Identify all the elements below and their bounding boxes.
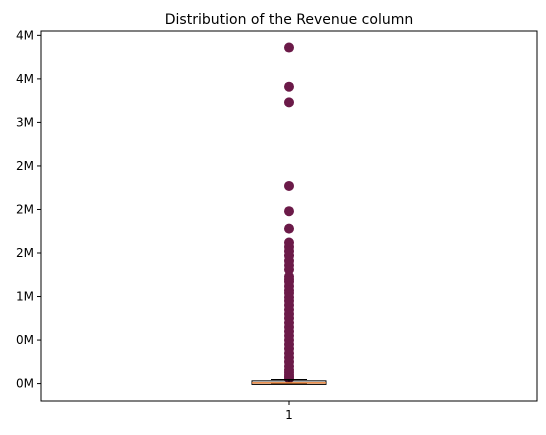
plot-frame (40, 30, 538, 402)
y-tick-label: 3M (16, 115, 34, 129)
outlier-point (284, 81, 294, 92)
outlier-point (284, 264, 294, 275)
y-tick-label: 2M (16, 246, 34, 260)
outlier-point (284, 97, 294, 108)
chart-title: Distribution of the Revenue column (165, 12, 413, 28)
y-tick-label: 1M (16, 290, 34, 304)
y-tick-label: 0M (16, 377, 34, 391)
y-tick-label: 4M (16, 28, 34, 42)
outlier-point (284, 206, 294, 217)
x-tick-label: 1 (285, 408, 293, 422)
y-tick-label: 0M (16, 333, 34, 347)
y-tick-label: 2M (16, 159, 34, 173)
outlier-point (284, 180, 294, 191)
y-tick-label: 4M (16, 72, 34, 86)
outlier-point (284, 223, 294, 234)
outlier-point (284, 42, 294, 53)
outlier-point (284, 373, 294, 384)
box (251, 378, 327, 385)
outlier-points (284, 42, 294, 384)
y-axis: 0M 0M 1M 2M 2M 2M 3M 4M 4M (16, 28, 41, 391)
x-axis: 1 (285, 401, 293, 422)
y-tick-label: 2M (16, 202, 34, 216)
